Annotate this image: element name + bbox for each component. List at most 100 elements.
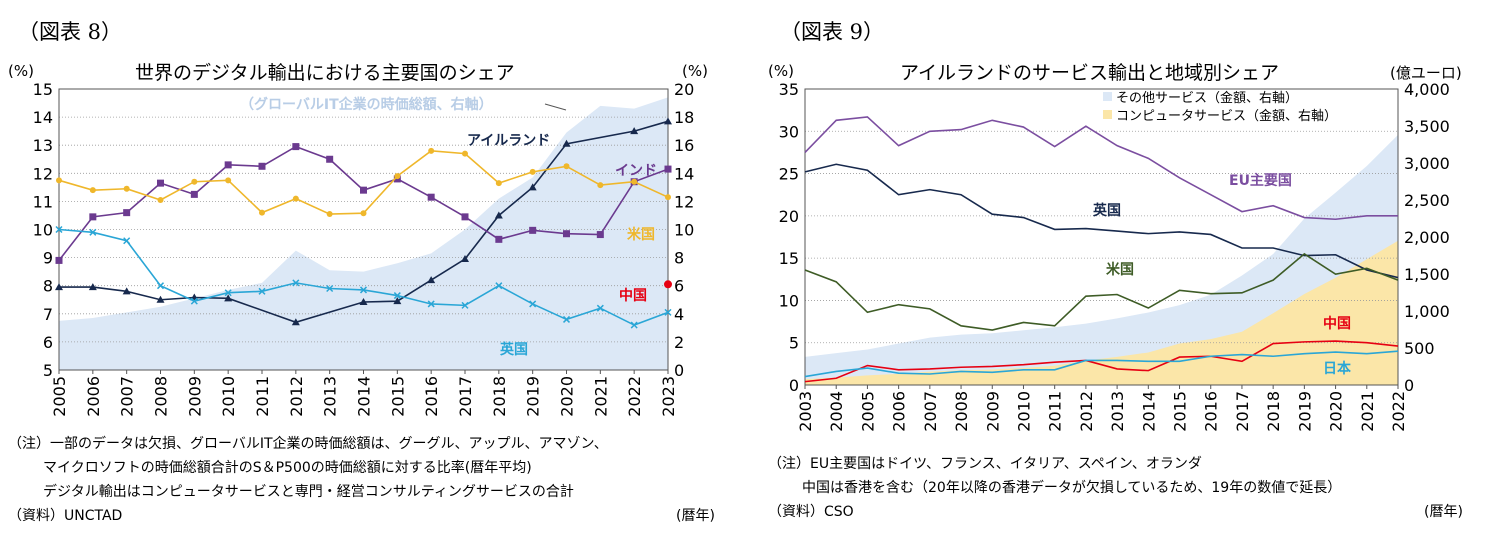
data-point [393, 292, 401, 300]
right-axis-unit: (%) [682, 62, 708, 80]
data-point [122, 287, 131, 295]
data-point [359, 297, 368, 305]
y-tick-right: 12 [674, 192, 694, 211]
y-tick-right: 8 [674, 249, 684, 268]
area-layer [805, 134, 1398, 385]
legend-label-computer-services: コンピュータサービス（金額、右軸） [1116, 108, 1337, 124]
x-tick-label: 2017 [1233, 391, 1252, 432]
series-label-china: 中国 [619, 287, 647, 304]
data-point [529, 226, 537, 234]
data-point [55, 225, 63, 234]
area-fill-0 [59, 97, 668, 371]
area-label-arrow [544, 103, 567, 111]
data-point [156, 282, 165, 290]
x-tick-label: 2021 [1358, 391, 1377, 432]
x-tick-label: 2014 [1139, 391, 1158, 432]
chart-plot-area: 0 5 10 15 20 25 30 35 0 500 1,000 1,500 2,000 2,500 3,… [779, 80, 1450, 432]
source-note: （資料）CSO [768, 504, 854, 520]
y-tick-right: 2,000 [1404, 228, 1450, 247]
data-point [394, 173, 401, 180]
x-tick-label: 2016 [1202, 391, 1221, 432]
y-tick-right: 0 [674, 361, 684, 380]
x-tick-label: 2005 [858, 391, 877, 432]
x-tick-label: 2008 [152, 376, 171, 417]
x-tick-label: 2015 [1171, 391, 1190, 432]
data-point [563, 230, 570, 238]
data-point [664, 280, 672, 289]
left-axis-unit: (%) [8, 62, 34, 80]
series-layer [55, 117, 672, 329]
series-label-us: 米国 [1106, 261, 1134, 278]
data-point [258, 162, 266, 170]
y-tick-right: 10 [674, 221, 694, 240]
y-tick-left: 30 [779, 122, 799, 141]
data-point [258, 287, 266, 295]
data-point [225, 177, 232, 184]
y-tick-left: 11 [33, 192, 53, 211]
y-tick-left: 8 [43, 277, 53, 296]
x-tick-label: 2021 [591, 376, 610, 417]
data-point [461, 213, 469, 221]
x-tick-label: 2020 [558, 376, 577, 417]
data-point [631, 178, 638, 185]
x-tick-label: 2006 [890, 391, 909, 432]
data-point [596, 304, 604, 312]
series-label-us: 米国 [627, 226, 655, 243]
data-point [56, 177, 62, 184]
source-note: （資料）UNCTAD [8, 508, 123, 524]
right-axis-unit: (億ユーロ) [1390, 64, 1462, 82]
data-point [562, 139, 571, 147]
x-tick-label: 2013 [1108, 391, 1127, 432]
series-label-china: 中国 [1323, 315, 1351, 332]
x-tick-label: 2013 [321, 376, 340, 417]
y-tick-right: 16 [674, 136, 694, 155]
x-tick-label: 2007 [921, 391, 940, 432]
x-tick-label: 2022 [625, 376, 644, 417]
x-tick-label: 2010 [219, 376, 238, 417]
data-point [55, 283, 63, 291]
data-point [562, 315, 571, 323]
chart-title: 世界のデジタル輸出における主要国のシェア [135, 62, 515, 84]
data-point [461, 301, 469, 309]
data-point [359, 286, 368, 294]
data-point [630, 127, 639, 135]
y-tick-left: 9 [43, 249, 53, 268]
x-tick-label: 2007 [118, 376, 137, 417]
y-tick-left: 7 [43, 305, 53, 324]
series-line-2 [804, 252, 1399, 331]
data-point [664, 165, 672, 173]
data-point [428, 147, 435, 154]
x-tick-label: 2016 [422, 376, 441, 417]
series-line-0 [59, 120, 669, 324]
data-point [630, 321, 638, 329]
x-tick-label: 2019 [1295, 391, 1314, 432]
x-tick-label: 2018 [1264, 391, 1283, 432]
series-line-3 [804, 340, 1399, 383]
note-line-3: デジタル輸出はコンピュータサービスと専門・経営コンサルティングサービスの合計 [43, 484, 574, 500]
tick-layer: 0 5 10 15 20 25 30 35 0 500 1,000 1,500 2,000 2,500 3,… [779, 80, 1450, 432]
data-point [157, 179, 164, 187]
y-tick-left: 10 [779, 291, 799, 310]
y-tick-left: 15 [779, 249, 799, 268]
data-point [89, 213, 97, 221]
x-tick-label: 2012 [287, 376, 306, 417]
y-tick-left: 0 [789, 376, 799, 395]
series-label-uk: 英国 [499, 341, 528, 358]
legend-swatch-computer-services [1103, 110, 1112, 119]
data-point [123, 237, 131, 245]
data-point [157, 196, 164, 203]
y-tick-left: 35 [779, 80, 799, 99]
data-point [596, 231, 604, 239]
series-label-uk: 英国 [1092, 202, 1121, 219]
data-point [597, 182, 604, 189]
y-tick-right: 1,000 [1404, 302, 1450, 321]
x-tick-label: 2022 [1389, 391, 1408, 432]
data-point [427, 276, 436, 284]
data-point [461, 255, 469, 263]
data-point [123, 185, 130, 192]
series-layer [804, 116, 1399, 383]
area-fill-1 [805, 240, 1398, 385]
data-point [665, 194, 671, 201]
data-point [292, 195, 299, 202]
note-line-2: マイクロソフトの時価総額合計のS＆P500の時価総額に対する比率(暦年平均) [43, 460, 532, 476]
